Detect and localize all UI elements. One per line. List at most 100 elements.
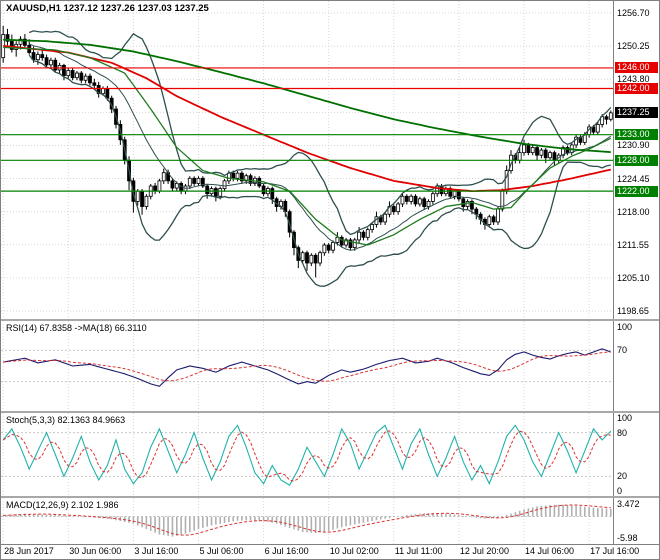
candle-body — [40, 54, 45, 59]
candle-body — [439, 185, 444, 195]
ma-green-slow — [3, 38, 611, 153]
time-axis-label: 3 Jul 16:00 — [134, 546, 179, 556]
price-scale-label: 1250.25 — [617, 41, 650, 52]
price-scale-label: 1243.80 — [617, 74, 650, 85]
candle-body — [5, 34, 10, 42]
rsi-chart-canvas[interactable] — [1, 321, 613, 411]
candle-body — [561, 147, 565, 156]
candle-body — [539, 149, 544, 156]
indicator-scale-label: 0 — [617, 486, 623, 496]
candle-body — [430, 193, 435, 202]
rsi-axis[interactable]: 100 70 — [613, 321, 659, 411]
symbol-ohlc-label: XAUUSD,H1 1237.12 1237.26 1237.03 1237.2… — [6, 3, 209, 14]
candle-body — [22, 38, 27, 46]
candle-body — [595, 123, 600, 133]
candle-body — [101, 88, 105, 94]
candle-body — [270, 188, 275, 200]
candle-body — [426, 200, 431, 207]
panel-splitter[interactable] — [1, 411, 659, 413]
candle-body — [305, 252, 309, 264]
indicator-scale-label: 3.472 — [617, 499, 640, 509]
time-axis-label: 5 Jul 06:00 — [199, 546, 244, 556]
candle-body — [144, 195, 149, 207]
macd-label: MACD(12,26,9) 2.102 1.986 — [6, 500, 119, 510]
candle-body — [543, 149, 548, 159]
time-axis[interactable]: 28 Jun 2017 30 Jun 06:00 3 Jul 16:00 5 Jul … — [1, 544, 659, 559]
candle-body — [344, 239, 348, 246]
time-axis-label: 11 Jul 11:00 — [394, 546, 443, 556]
candle-body — [135, 190, 140, 202]
candle-body — [396, 203, 401, 213]
main-price-panel[interactable]: 1256.70 1250.25 1243.80 1230.90 1224.45 1218.… — [1, 1, 659, 319]
panel-splitter[interactable] — [1, 319, 659, 321]
candle-body — [487, 216, 492, 225]
candle-body — [457, 190, 461, 200]
candle-body — [535, 147, 539, 156]
stoch-main-line — [2, 424, 612, 486]
ma-green-fast — [3, 46, 612, 246]
macd-signal-line — [3, 504, 611, 536]
candle-body — [331, 242, 335, 251]
main-chart-canvas[interactable] — [1, 1, 613, 319]
candle-body — [526, 144, 531, 154]
bollinger-lower — [28, 54, 611, 287]
macd-axis[interactable]: 3.472 -5.98 — [613, 498, 659, 544]
price-scale-label: 1224.45 — [617, 173, 650, 184]
rsi-indicator-panel[interactable]: 100 70 RSI(14) 67.8358 ->MA(18) 66.3110 — [1, 321, 659, 411]
candle-body — [348, 239, 353, 249]
price-tag-1222.00: 1222.00 — [615, 185, 658, 197]
indicator-scale-label: 20 — [617, 471, 628, 482]
time-axis-label: 14 Jul 06:00 — [525, 546, 575, 556]
candle-body — [465, 200, 470, 207]
macd-indicator-panel[interactable]: 3.472 -5.98 MACD(12,26,9) 2.102 1.986 — [1, 498, 659, 544]
candle-body — [140, 190, 144, 207]
candle-body — [187, 177, 192, 187]
rsi-label: RSI(14) 67.8358 ->MA(18) 66.3110 — [6, 323, 147, 333]
stoch-signal-line — [2, 430, 611, 482]
candle-body — [326, 244, 331, 251]
candle-body — [153, 185, 157, 192]
candle-body — [365, 229, 370, 238]
candle-body — [335, 236, 340, 243]
price-tag-1242.00: 1242.00 — [615, 82, 658, 94]
candle-body — [300, 252, 305, 261]
candle-body — [422, 198, 427, 207]
price-tag-1233.00: 1233.00 — [615, 129, 658, 141]
candle-body — [565, 147, 570, 154]
candle-body — [313, 254, 318, 264]
candle-body — [548, 152, 552, 159]
candle-body — [491, 216, 496, 223]
price-scale-label: 1198.65 — [617, 306, 649, 316]
candle-body — [417, 198, 422, 205]
candle-body — [161, 172, 166, 182]
time-axis-label: 30 Jun 06:00 — [69, 546, 122, 556]
price-scale-label: 1218.00 — [617, 206, 650, 217]
rsi-line — [3, 348, 611, 387]
time-axis-label: 17 Jul 16:00 — [590, 546, 640, 556]
indicator-scale-label: -5.98 — [617, 533, 638, 543]
price-tag-1246.00: 1246.00 — [615, 62, 658, 74]
price-axis[interactable]: 1256.70 1250.25 1243.80 1230.90 1224.45 1218.… — [613, 1, 659, 319]
time-axis-label: 12 Jul 20:00 — [459, 546, 509, 556]
stochastic-axis[interactable]: 100 80 20 0 — [613, 413, 659, 496]
macd-chart-canvas[interactable] — [1, 498, 613, 544]
candle-body — [400, 195, 405, 205]
stochastic-indicator-panel[interactable]: 100 80 20 0 Stoch(5,3,3) 82.1363 84.9663 — [1, 413, 659, 496]
candle-body — [218, 188, 223, 197]
candle-body — [205, 185, 210, 195]
candle-body — [322, 244, 327, 254]
rsi-ma-line — [3, 351, 611, 382]
candle-body — [413, 195, 418, 205]
indicator-scale-label: 100 — [617, 322, 633, 332]
candle-body — [83, 75, 88, 81]
panel-splitter[interactable] — [1, 496, 659, 498]
price-scale-label: 1205.10 — [617, 272, 650, 283]
candle-body — [552, 152, 557, 161]
candle-body — [66, 70, 71, 77]
candle-body — [370, 224, 375, 231]
indicator-scale-label: 80 — [617, 427, 628, 438]
candle-body — [235, 172, 240, 179]
candle-body — [318, 252, 322, 264]
stochastic-chart-canvas[interactable] — [1, 413, 613, 496]
